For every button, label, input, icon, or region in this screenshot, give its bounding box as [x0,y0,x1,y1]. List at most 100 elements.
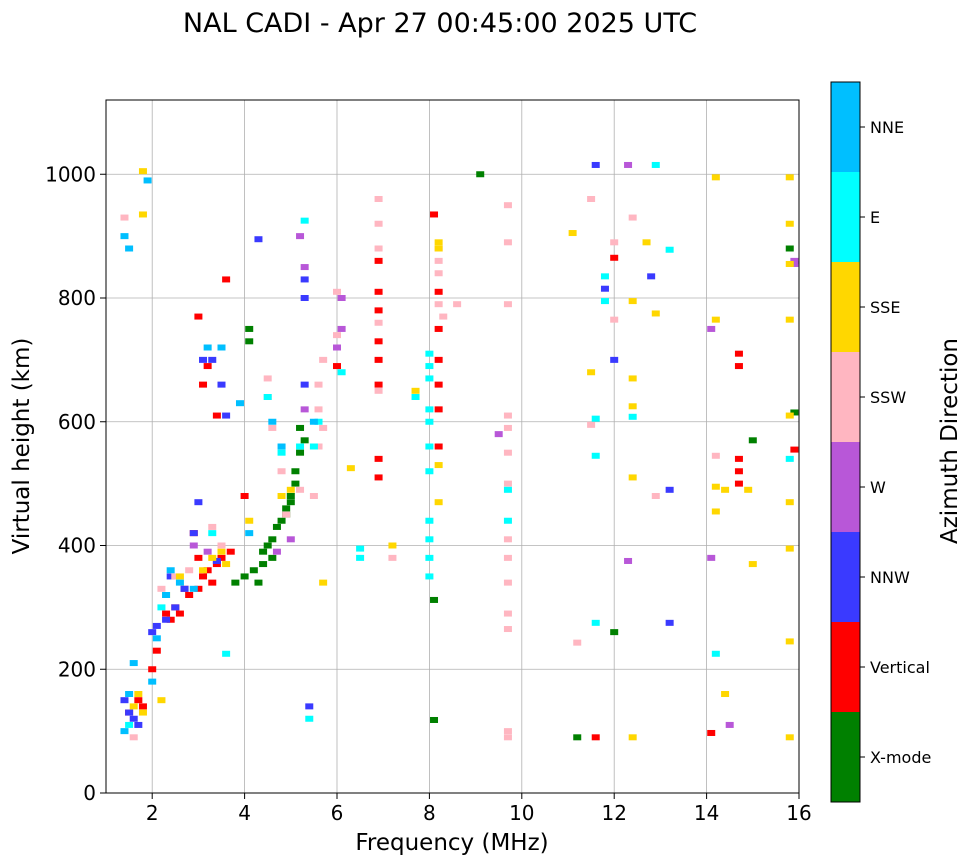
data-point-x-mode [785,245,794,252]
data-point-vertical [166,616,175,623]
x-tick-label: 8 [423,801,436,825]
data-point-ssw [587,196,596,202]
data-point-vertical [212,561,221,568]
y-axis-ticks: 0 200 400 600 800 1000 [45,162,106,805]
data-point-ssw [434,257,443,264]
data-point-x-mode [263,542,272,549]
data-point-sse [785,316,794,323]
data-point-e [277,449,286,456]
data-point-x-mode [286,493,295,499]
data-point-ssw [374,245,383,252]
data-point-sse [217,548,226,555]
data-point-nnw [120,697,129,704]
data-point-ssw [333,288,341,295]
chart-title: NAL CADI - Apr 27 00:45:00 2025 UTC [183,8,697,39]
data-point-sse [434,462,443,469]
data-point-ssw [217,542,226,549]
x-tick-label: 4 [238,801,251,825]
x-axis-ticks: 2 4 6 8 10 12 14 16 [146,793,812,825]
data-point-vertical [138,703,147,710]
x-tick-label: 10 [509,801,534,825]
data-point-x-mode [430,716,439,723]
data-point-e [591,619,600,626]
data-point-vertical [222,276,231,283]
data-point-x-mode [610,629,619,636]
data-point-sse [138,168,147,175]
data-point-nnw [300,276,309,283]
data-point-vertical [374,288,383,295]
x-tick-label: 14 [694,801,719,825]
data-point-nnw [665,486,674,493]
data-point-w [337,295,346,301]
data-point-vertical [194,554,203,561]
data-point-nne [268,418,277,425]
data-point-vertical [240,493,249,499]
data-point-w [272,548,281,555]
y-tick-label: 800 [58,286,96,310]
data-point-ssw [503,734,512,741]
data-point-ssw [587,421,596,428]
data-point-vertical [175,610,184,617]
data-point-x-mode [430,596,439,603]
data-point-nnw [152,622,161,629]
data-point-e [425,517,434,524]
data-point-e [356,554,365,561]
data-point-sse [642,239,651,246]
data-point-sse [208,554,217,561]
data-point-nnw [610,356,619,363]
data-point-vertical [734,363,743,370]
data-point-nne [129,660,138,667]
data-point-ssw [263,375,272,382]
data-point-nne [152,635,161,642]
data-point-w [707,325,716,332]
data-point-x-mode [748,437,757,444]
data-point-x-mode [790,409,799,416]
data-point-nne [189,585,198,592]
data-point-sse [388,542,397,549]
data-point-e [600,273,609,280]
data-point-x-mode [259,548,268,555]
x-tick-label: 2 [146,801,159,825]
colorbar-label: W [870,478,886,497]
data-point-vertical [374,338,383,345]
data-point-nnw [199,356,208,363]
data-point-x-mode [573,734,582,741]
data-point-e [125,721,134,728]
data-point-ssw [503,412,512,419]
colorbar-segment [831,172,860,262]
data-point-e [300,217,309,224]
data-point-x-mode [286,499,295,506]
data-point-sse [138,211,147,218]
data-point-x-mode [476,171,485,178]
data-point-vertical [185,592,194,598]
data-point-vertical [208,579,217,586]
colorbar-segment [831,532,860,622]
data-point-e [411,394,420,400]
data-point-sse [628,474,637,481]
data-point-ssw [171,573,180,580]
data-point-ssw [503,728,512,735]
data-point-w [337,325,346,332]
data-point-e [591,452,600,459]
data-point-w [790,257,799,264]
data-point-vertical [374,257,383,264]
data-point-ssw [503,424,512,431]
data-point-vertical [148,666,157,673]
colorbar-label: SSW [870,388,906,407]
data-point-vertical [734,350,743,357]
y-tick-label: 200 [58,657,96,681]
data-point-x-mode [296,449,305,456]
data-point-nnw [171,604,180,611]
data-point-x-mode [268,536,277,543]
colorbar-segment [831,352,860,442]
data-point-ssw [296,486,305,493]
data-point-sse [748,561,757,568]
data-point-nnw [134,721,143,728]
data-point-vertical [434,325,443,332]
data-point-x-mode [245,338,254,345]
data-point-sse [245,517,254,524]
data-point-vertical [226,548,235,555]
data-point-vertical [734,455,743,462]
data-point-ssw [628,214,637,221]
data-point-vertical [610,254,619,261]
